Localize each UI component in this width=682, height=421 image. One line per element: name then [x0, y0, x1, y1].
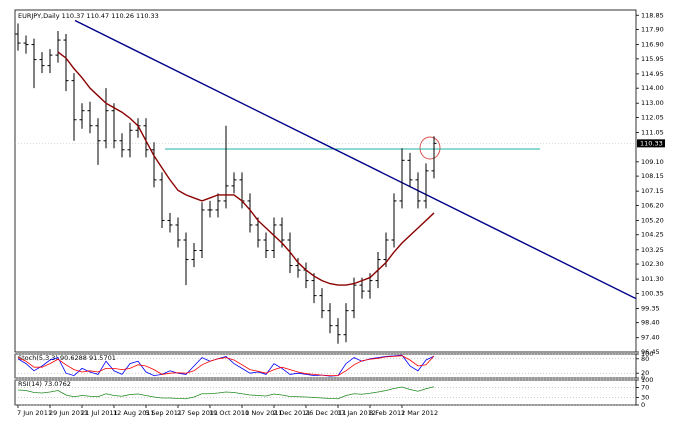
x-tick-label: 2 Dec 2011	[273, 409, 310, 417]
y-tick-label: 106.20	[641, 201, 664, 209]
x-tick-label: 8 Feb 2012	[369, 409, 405, 417]
x-tick-label: 7 Jun 2011	[17, 409, 52, 417]
y-tick-label: 112.05	[641, 113, 664, 121]
x-tick-label: 10 Nov 2011	[241, 409, 283, 417]
y-tick-label: 0	[641, 374, 645, 382]
rsi-title: RSI(14) 73.0762	[18, 380, 71, 388]
x-tick-label: 19 Oct 2011	[209, 409, 249, 417]
y-tick-label: 105.20	[641, 216, 664, 224]
y-tick-label: 118.85	[641, 11, 664, 19]
y-tick-label: 104.25	[641, 231, 664, 239]
y-tick-label: 20	[641, 369, 649, 377]
y-tick-label: 100	[641, 376, 653, 384]
y-tick-label: 98.40	[641, 319, 660, 327]
y-tick-label: 99.35	[641, 304, 660, 312]
y-tick-label: 114.95	[641, 70, 664, 78]
x-tick-label: 27 Sep 2011	[177, 409, 218, 417]
current-price: 110.33	[640, 139, 663, 147]
stoch-frame	[14, 353, 637, 379]
highlight-circle	[419, 136, 441, 160]
indicator-line	[17, 355, 435, 376]
y-tick-label: 113.00	[641, 99, 664, 107]
x-tick-label: 5 Sep 2011	[145, 409, 182, 417]
y-tick-label: 103.25	[641, 246, 664, 254]
x-tick-label: 26 Dec 2011	[305, 409, 347, 417]
y-tick-label: 117.90	[641, 26, 664, 34]
y-tick-label: 111.05	[641, 129, 664, 137]
y-tick-label: 96.45	[641, 348, 660, 356]
x-tick-label: 21 Jul 2011	[81, 409, 118, 417]
x-tick-label: 1 Mar 2012	[401, 409, 438, 417]
y-tick-label: 114.00	[641, 84, 664, 92]
rsi-frame	[14, 379, 637, 406]
y-tick-label: 109.10	[641, 158, 664, 166]
stoch-title: Stoch(5,3,3) 90.6288 91.5701	[18, 354, 116, 362]
trendline	[74, 19, 637, 300]
moving-average	[57, 51, 435, 286]
y-tick-label: 100	[641, 350, 653, 358]
chart-title: EURJPY,Daily 110.37 110.47 110.26 110.33	[18, 12, 159, 20]
x-tick-label: 17 Jan 2012	[337, 409, 376, 417]
x-tick-label: 12 Aug 2011	[113, 409, 155, 417]
y-tick-label: 80	[641, 355, 649, 363]
current-price-box	[637, 139, 665, 148]
y-tick-label: 100.35	[641, 289, 664, 297]
y-tick-label: 107.15	[641, 187, 664, 195]
indicator-line	[17, 386, 435, 400]
y-tick-label: 97.40	[641, 334, 660, 342]
y-tick-label: 70	[641, 384, 649, 392]
y-tick-label: 108.15	[641, 172, 664, 180]
y-tick-label: 115.95	[641, 55, 664, 63]
y-tick-label: 101.30	[641, 275, 664, 283]
main-frame	[14, 9, 637, 353]
y-tick-label: 30	[641, 394, 649, 402]
x-tick-label: 29 Jun 2011	[49, 409, 88, 417]
y-tick-label: 102.30	[641, 260, 664, 268]
y-tick-label: 0	[641, 401, 645, 409]
y-tick-label: 116.90	[641, 41, 664, 49]
